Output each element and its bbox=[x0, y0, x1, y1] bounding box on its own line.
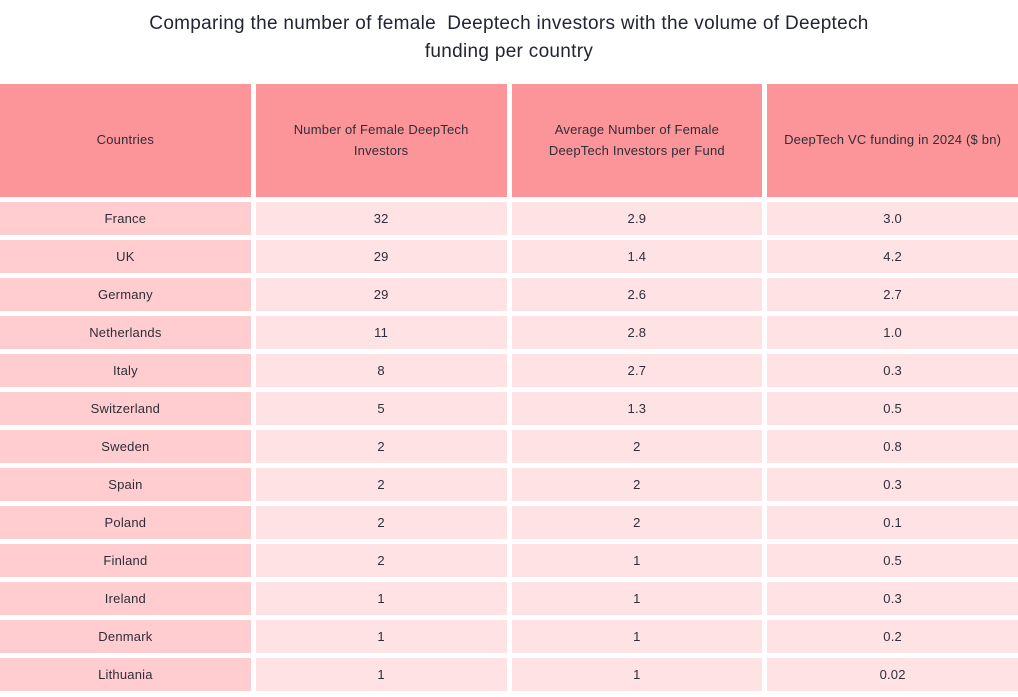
value-cell: 0.02 bbox=[767, 658, 1018, 691]
value-cell: 0.8 bbox=[767, 430, 1018, 463]
value-cell: 3.0 bbox=[767, 202, 1018, 235]
value-cell: 0.5 bbox=[767, 392, 1018, 425]
country-cell: Finland bbox=[0, 544, 251, 577]
value-cell: 1 bbox=[511, 582, 763, 615]
value-cell: 5 bbox=[255, 392, 507, 425]
country-cell: Sweden bbox=[0, 430, 251, 463]
value-cell: 2 bbox=[511, 468, 763, 501]
value-cell: 29 bbox=[255, 240, 507, 273]
value-cell: 2.9 bbox=[511, 202, 763, 235]
column-header-avg-investors-per-fund: Average Number of Female DeepTech Invest… bbox=[511, 84, 763, 197]
country-cell: Ireland bbox=[0, 582, 251, 615]
value-cell: 1.4 bbox=[511, 240, 763, 273]
value-cell: 0.5 bbox=[767, 544, 1018, 577]
value-cell: 2 bbox=[255, 468, 507, 501]
value-cell: 1.0 bbox=[767, 316, 1018, 349]
page-title-line-1: Comparing the number of female Deeptech … bbox=[149, 13, 869, 34]
value-cell: 0.2 bbox=[767, 620, 1018, 653]
value-cell: 2 bbox=[255, 544, 507, 577]
value-cell: 0.1 bbox=[767, 506, 1018, 539]
country-cell: Poland bbox=[0, 506, 251, 539]
value-cell: 2.7 bbox=[511, 354, 763, 387]
value-cell: 1.3 bbox=[511, 392, 763, 425]
value-cell: 1 bbox=[255, 582, 507, 615]
value-cell: 1 bbox=[255, 658, 507, 691]
value-cell: 29 bbox=[255, 278, 507, 311]
value-cell: 2 bbox=[511, 430, 763, 463]
country-cell: Denmark bbox=[0, 620, 251, 653]
country-cell: Switzerland bbox=[0, 392, 251, 425]
value-cell: 1 bbox=[511, 620, 763, 653]
value-cell: 4.2 bbox=[767, 240, 1018, 273]
country-cell: Spain bbox=[0, 468, 251, 501]
value-cell: 1 bbox=[511, 544, 763, 577]
value-cell: 2.8 bbox=[511, 316, 763, 349]
value-cell: 0.3 bbox=[767, 468, 1018, 501]
country-cell: Lithuania bbox=[0, 658, 251, 691]
column-header-female-investors: Number of Female DeepTech Investors bbox=[255, 84, 507, 197]
column-header-label: DeepTech VC funding in 2024 ($ bn) bbox=[784, 132, 1002, 148]
value-cell: 0.3 bbox=[767, 354, 1018, 387]
column-header-countries: Countries bbox=[0, 84, 251, 197]
column-header-label: Number of Female DeepTech Investors bbox=[293, 122, 469, 158]
column-header-label: Countries bbox=[96, 132, 155, 148]
page-title-line-2: funding per country bbox=[424, 41, 594, 62]
value-cell: 2 bbox=[255, 506, 507, 539]
value-cell: 1 bbox=[511, 658, 763, 691]
country-cell: Netherlands bbox=[0, 316, 251, 349]
country-cell: Germany bbox=[0, 278, 251, 311]
country-cell: Italy bbox=[0, 354, 251, 387]
country-cell: UK bbox=[0, 240, 251, 273]
value-cell: 2.7 bbox=[767, 278, 1018, 311]
column-header-label: Average Number of Female DeepTech Invest… bbox=[548, 122, 725, 158]
value-cell: 2.6 bbox=[511, 278, 763, 311]
value-cell: 32 bbox=[255, 202, 507, 235]
country-cell: France bbox=[0, 202, 251, 235]
page: Comparing the number of female Deeptech … bbox=[0, 10, 1018, 691]
comparison-table: Countries Number of Female DeepTech Inve… bbox=[0, 84, 1018, 691]
value-cell: 1 bbox=[255, 620, 507, 653]
page-title: Comparing the number of female Deeptech … bbox=[0, 10, 1018, 66]
value-cell: 0.3 bbox=[767, 582, 1018, 615]
value-cell: 2 bbox=[511, 506, 763, 539]
value-cell: 11 bbox=[255, 316, 507, 349]
value-cell: 8 bbox=[255, 354, 507, 387]
column-header-vc-funding-2024: DeepTech VC funding in 2024 ($ bn) bbox=[767, 84, 1018, 197]
value-cell: 2 bbox=[255, 430, 507, 463]
